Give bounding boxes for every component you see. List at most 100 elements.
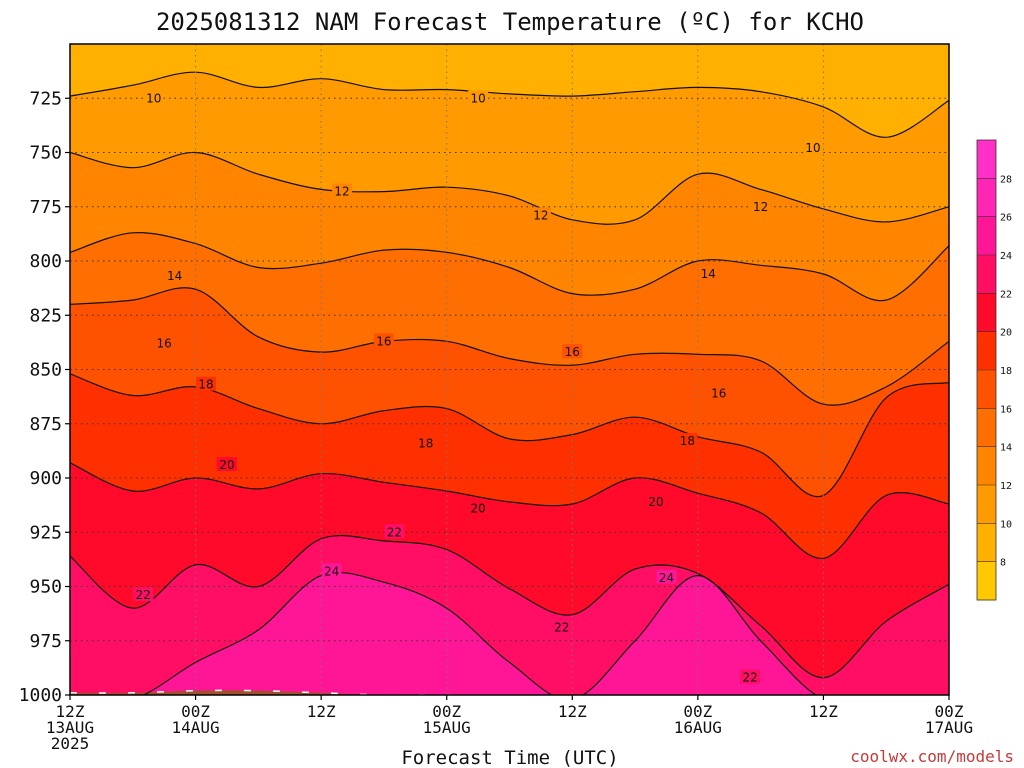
x-tick-label: 12Z [558,702,587,721]
colorbar-label: 10 [1000,519,1012,530]
contour-label-12: 12 [334,185,349,199]
colorbar-segment [977,216,996,256]
contour-16 [70,287,949,406]
x-tick-label: 12Z [307,702,336,721]
plot-frame [69,43,950,696]
x-tick-label: 12Z [809,702,838,721]
contour-label-bg [802,140,823,155]
colorbar-label: 18 [1000,366,1012,377]
contour-label-bg [677,433,698,448]
colorbar-label: 28 [1000,174,1012,185]
contour-10 [70,71,949,138]
contour-label-bg [740,669,761,684]
contour-label-16: 16 [565,345,580,359]
contour-24 [142,571,817,695]
contour-label-bg [216,456,237,471]
contour-label-24: 24 [324,564,339,578]
contour-label-14: 14 [167,269,182,283]
contour-label-18: 18 [418,436,433,450]
contour-label-10: 10 [470,91,485,105]
contour-label-12: 12 [533,208,548,222]
contour-label-16: 16 [157,336,172,350]
x-tick-label: 00Z [683,702,712,721]
contour-label-22: 22 [387,525,402,539]
y-tick-label: 750 [29,143,62,164]
contour-label-bg [321,563,342,578]
contour-12 [70,151,949,225]
contour-label-bg [468,90,489,105]
band-24 [143,572,816,695]
y-tick-label: 975 [29,631,62,652]
y-tick-label: 725 [29,88,62,109]
contour-label-24: 24 [659,571,674,585]
y-tick-label: 950 [29,577,62,598]
contour-label-22: 22 [743,671,758,685]
contour-label-16: 16 [711,386,726,400]
contour-label-bg [468,500,489,515]
x-tick-label: 17AUG [925,718,973,737]
contour-label-bg [373,333,394,348]
contour-label-bg [698,266,719,281]
contour-label-bg [646,493,666,508]
contour-label-bg [530,207,551,222]
colorbar-segment [977,293,996,333]
contour-label-20: 20 [470,501,485,515]
x-tick-label: 2025 [51,734,90,753]
y-tick-label: 800 [29,251,62,272]
colorbar-segment [977,523,996,563]
contour-label-14: 14 [701,267,716,281]
contour-label-bg [196,376,217,391]
colorbar-label: 24 [1000,251,1012,262]
colorbar-label: 20 [1000,328,1012,339]
y-tick-label: 1000 [19,685,62,706]
contour-label-bg [164,268,185,283]
y-tick-label: 825 [29,305,62,326]
x-tick-label: 13AUG [46,718,94,737]
contour-label-20: 20 [219,458,234,472]
terrain [70,690,447,695]
colorbar-label: 16 [1000,404,1012,415]
x-tick-label: 15AUG [423,718,471,737]
contour-label-16: 16 [376,334,391,348]
colorbar-segment [977,178,996,218]
colorbar-segment [977,485,996,524]
colorbar-segment [977,370,996,409]
contour-label-bg [562,344,583,359]
x-tick-label: 12Z [56,702,85,721]
colorbar-label: 8 [1000,558,1006,569]
colorbar-segment [977,408,996,448]
contour-label-bg [551,619,572,634]
contour-label-bg [384,524,405,539]
contour-label-18: 18 [198,378,213,392]
contour-20 [70,462,949,559]
y-tick-label: 775 [29,197,62,218]
x-axis-title: Forecast Time (UTC) [401,747,618,768]
contour-label-18: 18 [680,434,695,448]
contour-label-20: 20 [648,495,663,509]
contour-label-22: 22 [136,588,151,602]
contour-label-bg [415,435,436,450]
colorbar-segment [977,331,996,371]
contour-label-10: 10 [805,141,820,155]
contour-18 [70,373,949,498]
contour-label-bg [708,385,729,400]
credit-text: coolwx.com/models [850,747,1014,766]
colorbar-label: 12 [1000,481,1012,492]
colorbar-label: 22 [1000,289,1012,300]
chart-title: 2025081312 NAM Forecast Temperature (ºC)… [156,8,864,36]
contour-14 [70,231,949,302]
contour-label-bg [750,198,771,213]
colorbar-segment [977,140,996,179]
contour-22 [70,534,949,679]
contour-label-10: 10 [146,91,161,105]
x-tick-label: 00Z [935,702,964,721]
x-tick-label: 00Z [432,702,461,721]
x-tick-label: 00Z [181,702,210,721]
y-tick-label: 900 [29,468,62,489]
contour-label-12: 12 [753,200,768,214]
colorbar-segment [977,255,996,294]
x-tick-label: 14AUG [171,718,219,737]
y-tick-label: 850 [29,360,62,381]
colorbar-label: 14 [1000,443,1012,454]
